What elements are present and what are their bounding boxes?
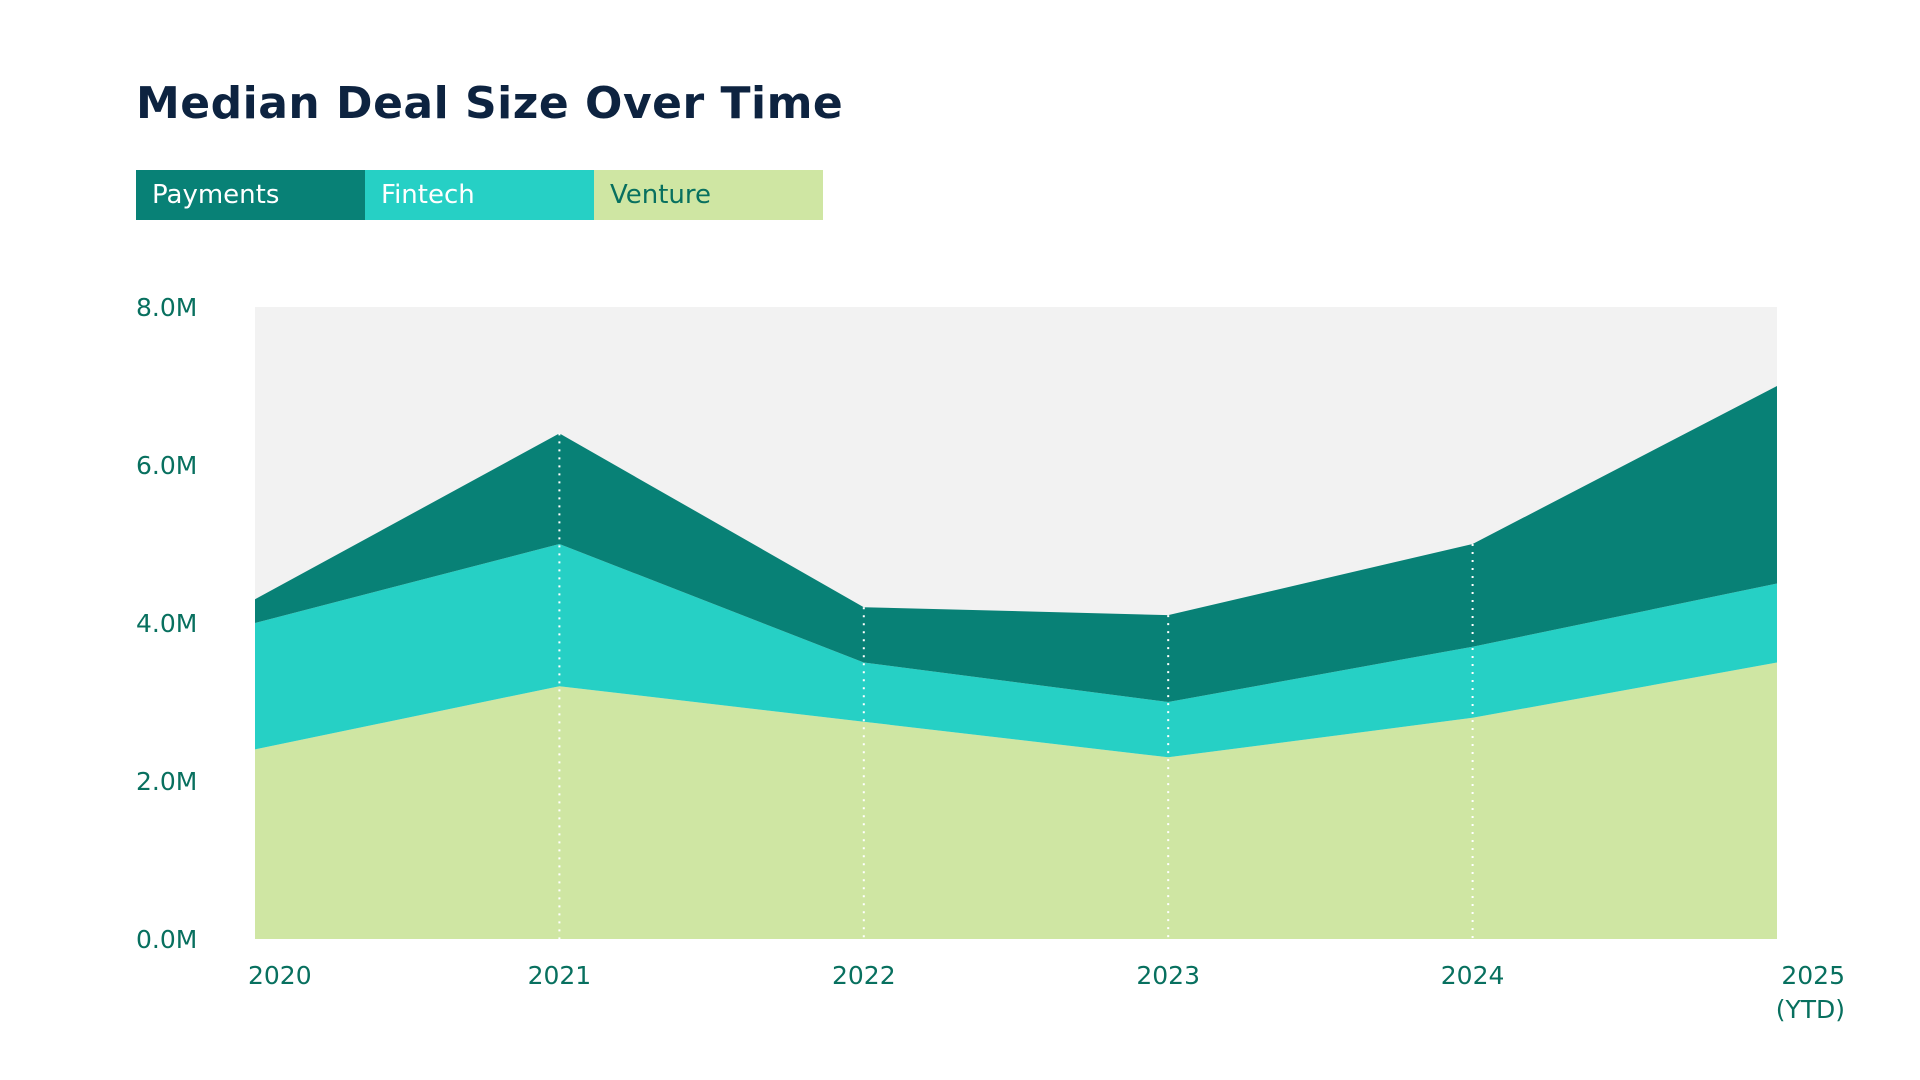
x-tick-label: 2022 bbox=[832, 961, 896, 990]
legend-label-payments: Payments bbox=[152, 180, 280, 210]
area-venture bbox=[255, 662, 1777, 939]
y-tick-label: 0.0M bbox=[136, 925, 197, 954]
x-tick-label: 2024 bbox=[1441, 961, 1505, 990]
area-payments bbox=[255, 386, 1777, 702]
y-tick-label: 2.0M bbox=[136, 767, 197, 796]
legend-label-venture: Venture bbox=[610, 180, 712, 210]
legend: Payments Fintech Venture bbox=[136, 170, 823, 220]
x-tick-label: 2021 bbox=[528, 961, 592, 990]
x-tick-label: 2025 bbox=[1781, 961, 1845, 990]
x-tick-label: 2020 bbox=[248, 961, 312, 990]
x-tick-label: (YTD) bbox=[1776, 995, 1845, 1024]
x-tick-label: 2023 bbox=[1136, 961, 1200, 990]
y-tick-label: 6.0M bbox=[136, 451, 197, 480]
legend-label-fintech: Fintech bbox=[381, 180, 475, 210]
legend-item-payments: Payments bbox=[136, 170, 365, 220]
area-fintech bbox=[255, 544, 1777, 758]
legend-item-fintech: Fintech bbox=[365, 170, 594, 220]
y-tick-label: 4.0M bbox=[136, 609, 197, 638]
legend-item-venture: Venture bbox=[594, 170, 823, 220]
y-tick-label: 8.0M bbox=[136, 293, 197, 322]
chart-title: Median Deal Size Over Time bbox=[136, 78, 844, 129]
